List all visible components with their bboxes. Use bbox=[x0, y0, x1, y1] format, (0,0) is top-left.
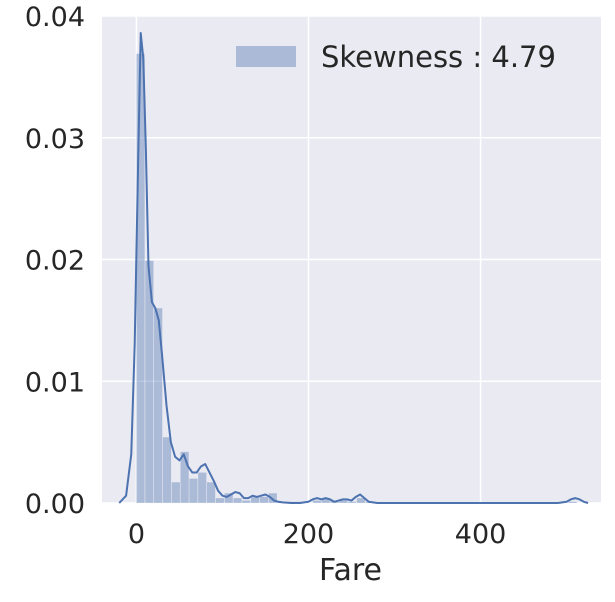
histogram-bar bbox=[145, 260, 154, 503]
x-axis-title: Fare bbox=[319, 553, 382, 588]
histogram-bar bbox=[259, 496, 269, 503]
legend: Skewness : 4.79 bbox=[236, 40, 556, 74]
histogram-bar bbox=[348, 501, 357, 503]
histogram-bar bbox=[242, 500, 251, 503]
y-tick-label: 0.03 bbox=[25, 124, 85, 155]
legend-label: Skewness : 4.79 bbox=[321, 40, 556, 74]
x-tick-label: 200 bbox=[283, 519, 335, 550]
kde-line bbox=[118, 32, 589, 504]
histogram-bar bbox=[215, 498, 224, 503]
histogram-bar bbox=[268, 493, 277, 503]
histogram-bar bbox=[136, 53, 145, 504]
histogram-bar bbox=[171, 482, 180, 503]
histogram-bar bbox=[356, 498, 366, 503]
x-axis-ticks: 0 200 400 bbox=[128, 519, 507, 550]
histogram-bar bbox=[321, 499, 330, 503]
histogram-bar bbox=[568, 501, 577, 503]
y-tick-label: 0.01 bbox=[25, 367, 85, 398]
histogram-bar bbox=[206, 482, 216, 503]
x-tick-label: 400 bbox=[455, 519, 507, 550]
histogram-bar bbox=[180, 451, 189, 503]
y-tick-label: 0.04 bbox=[25, 2, 85, 33]
x-tick-label: 0 bbox=[128, 519, 145, 550]
legend-swatch bbox=[236, 46, 296, 67]
histogram-bar bbox=[251, 496, 260, 503]
histogram-bars bbox=[136, 53, 577, 504]
y-axis-ticks: 0.00 0.01 0.02 0.03 0.04 bbox=[25, 2, 85, 520]
grid-lines bbox=[102, 15, 601, 504]
y-tick-label: 0.00 bbox=[25, 489, 85, 520]
histogram-bar bbox=[189, 478, 198, 503]
histogram-bar bbox=[312, 500, 322, 503]
histogram-bar bbox=[339, 500, 348, 503]
y-tick-label: 0.02 bbox=[25, 246, 85, 277]
histogram-bar bbox=[162, 437, 172, 503]
histogram-bar bbox=[154, 308, 163, 503]
histogram-bar bbox=[198, 472, 207, 503]
histogram-bar bbox=[233, 498, 242, 503]
histogram-bar bbox=[224, 493, 233, 503]
